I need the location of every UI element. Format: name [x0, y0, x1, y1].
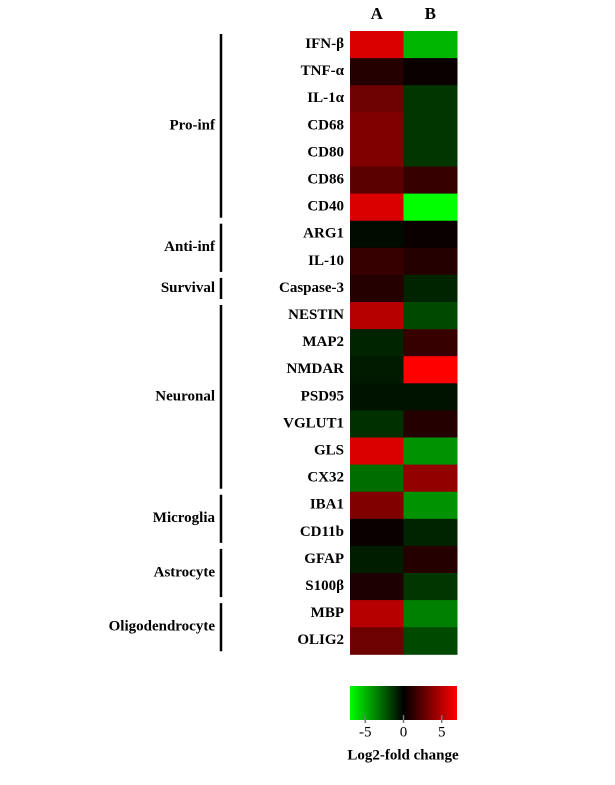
heat-cell — [350, 356, 404, 384]
row-label: PSD95 — [301, 388, 344, 404]
column-label: A — [371, 4, 384, 23]
row-label: GFAP — [304, 551, 344, 567]
heat-cell — [403, 437, 458, 466]
heat-cell — [350, 410, 404, 438]
heat-cell — [350, 518, 404, 547]
row-label: ARG1 — [303, 226, 344, 242]
heat-cell — [403, 139, 458, 167]
row-label: CD68 — [307, 117, 344, 133]
heat-cell — [350, 464, 404, 493]
heat-cell — [403, 410, 458, 438]
row-label: NESTIN — [288, 307, 344, 323]
heat-cell — [403, 85, 458, 113]
heat-cell — [350, 193, 404, 222]
heat-cell — [403, 600, 458, 628]
row-label: CD40 — [307, 199, 344, 215]
row-label: OLIG2 — [297, 632, 344, 648]
heat-cell — [350, 247, 404, 276]
heat-cell — [350, 329, 404, 357]
heat-cell — [350, 274, 404, 303]
row-label: CX32 — [307, 470, 344, 486]
row-label: Caspase-3 — [279, 280, 344, 296]
group-label: Microglia — [153, 510, 216, 526]
heat-cell — [350, 491, 404, 520]
heat-cell — [403, 464, 458, 493]
heat-cell — [350, 600, 404, 628]
row-label: VGLUT1 — [283, 415, 344, 431]
heat-cell — [403, 274, 458, 303]
heat-cell — [403, 627, 458, 655]
heat-cell — [350, 85, 404, 113]
heat-cell — [403, 329, 458, 357]
colorbar-tick-label: 5 — [438, 724, 446, 740]
colorbar-title: Log2-fold change — [347, 747, 459, 763]
colorbar-tick-label: -5 — [359, 724, 372, 740]
row-label: CD11b — [300, 524, 344, 540]
heat-cell — [403, 518, 458, 547]
group-label: Anti-inf — [164, 239, 216, 255]
heat-cell — [403, 491, 458, 520]
heat-cell — [350, 31, 404, 59]
group-label: Neuronal — [155, 388, 215, 404]
group-label: Pro-inf — [169, 117, 216, 133]
heat-cell — [350, 112, 404, 140]
row-label: S100β — [305, 578, 344, 594]
heat-cell — [403, 220, 458, 249]
heat-cell — [403, 112, 458, 140]
heat-cell — [350, 166, 404, 195]
row-label: TNF-α — [301, 63, 345, 79]
row-label: IFN-β — [305, 36, 344, 52]
heat-cell — [350, 545, 404, 574]
row-label: IBA1 — [310, 497, 344, 513]
heat-cell — [403, 247, 458, 276]
colorbar-tick-label: 0 — [400, 724, 408, 740]
heat-cell — [403, 58, 458, 86]
heat-cell — [350, 383, 404, 411]
heat-cell — [403, 545, 458, 574]
heat-cell — [350, 437, 404, 466]
group-label: Astrocyte — [154, 564, 216, 580]
heat-cell — [403, 356, 458, 384]
group-label: Survival — [161, 280, 215, 296]
heat-cell — [350, 627, 404, 655]
row-label: CD80 — [307, 144, 344, 160]
row-label: MAP2 — [302, 334, 344, 350]
column-label: B — [425, 4, 436, 23]
heat-cell — [403, 573, 458, 601]
colorbar — [350, 686, 457, 720]
heat-cell — [403, 31, 458, 59]
heat-cell — [350, 573, 404, 601]
row-label: NMDAR — [287, 361, 345, 377]
row-label: IL-1α — [307, 90, 344, 106]
heat-cell — [350, 220, 404, 249]
row-label: CD86 — [307, 171, 344, 187]
row-label: IL-10 — [308, 253, 344, 269]
heat-cell — [403, 193, 458, 222]
heat-cell — [350, 139, 404, 167]
heat-cell — [403, 302, 458, 330]
group-label: Oligodendrocyte — [109, 619, 216, 635]
row-label: MBP — [311, 605, 344, 621]
heat-cell — [403, 383, 458, 411]
heat-cell — [350, 302, 404, 330]
heat-cell — [403, 166, 458, 195]
heat-cell — [350, 58, 404, 86]
row-label: GLS — [314, 442, 344, 458]
